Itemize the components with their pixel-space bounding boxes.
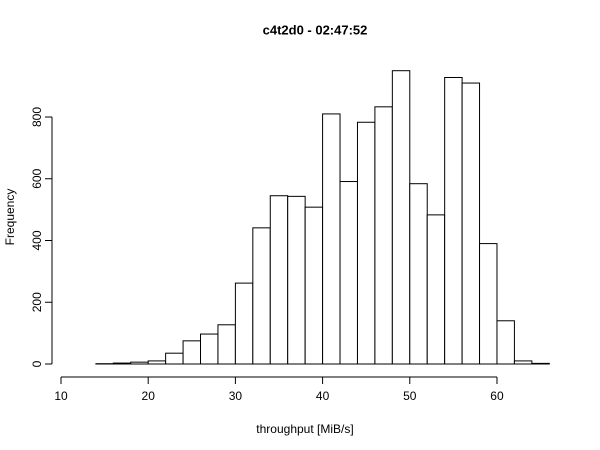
bar xyxy=(182,340,202,365)
bar xyxy=(374,106,393,365)
x-tick-label: 60 xyxy=(490,389,504,403)
bar xyxy=(444,76,463,365)
x-tick-label: 50 xyxy=(403,389,417,403)
bar xyxy=(252,227,271,365)
y-axis-label: Frequency xyxy=(3,189,17,246)
x-axis-label: throughput [MiB/s] xyxy=(256,422,353,436)
bar xyxy=(426,214,446,365)
y-tick-label: 800 xyxy=(30,107,44,127)
bar xyxy=(479,243,498,365)
bar xyxy=(165,352,184,365)
bar xyxy=(217,324,236,365)
bar xyxy=(531,362,550,365)
bar xyxy=(322,113,341,365)
bar xyxy=(269,195,289,365)
bar xyxy=(287,195,306,365)
y-tick-label: 0 xyxy=(30,360,44,367)
x-tick-label: 30 xyxy=(229,389,243,403)
bar xyxy=(496,320,515,365)
bar xyxy=(304,206,324,365)
bar xyxy=(461,82,481,365)
bar xyxy=(147,360,167,365)
bar xyxy=(409,183,428,365)
chart-title: c4t2d0 - 02:47:52 xyxy=(263,22,368,37)
bar xyxy=(339,181,358,365)
y-tick-label: 600 xyxy=(30,168,44,188)
bar xyxy=(234,282,254,365)
x-tick-label: 10 xyxy=(54,389,68,403)
y-tick-label: 400 xyxy=(30,230,44,250)
bar xyxy=(130,361,149,365)
bar xyxy=(112,362,132,365)
bar xyxy=(391,70,411,365)
x-tick-label: 20 xyxy=(142,389,156,403)
bar xyxy=(513,360,533,365)
bar xyxy=(356,121,376,365)
y-tick-label: 200 xyxy=(30,292,44,312)
bar xyxy=(200,333,219,365)
x-tick-label: 40 xyxy=(316,389,330,403)
